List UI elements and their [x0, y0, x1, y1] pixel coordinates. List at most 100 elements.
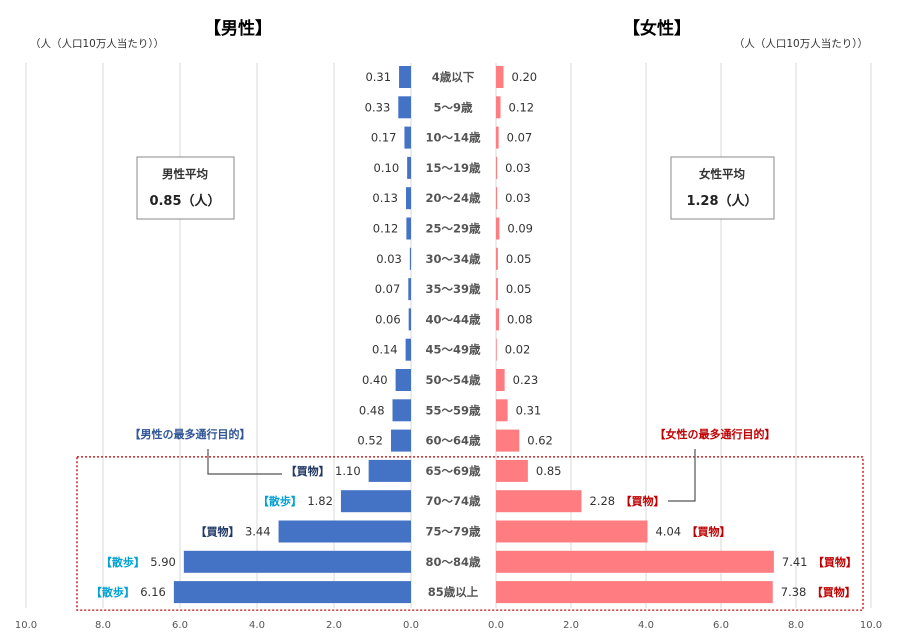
female-x-tick-label: 2.0 — [563, 620, 579, 631]
female-bar — [496, 126, 499, 149]
bars-group — [173, 66, 774, 604]
male-value-label: 1.10 — [335, 464, 361, 478]
male-bar — [408, 278, 411, 301]
male-unit-label: （人（人口10万人当たり）） — [30, 37, 164, 50]
age-category-label: 4歳以下 — [432, 70, 475, 84]
elderly-highlight-box — [76, 456, 864, 611]
male-value-label: 0.03 — [376, 252, 402, 266]
male-value-label: 0.40 — [362, 373, 388, 387]
male-value-label: 0.52 — [357, 434, 383, 448]
male-purpose-label: 【散歩】 — [91, 585, 135, 599]
male-bar — [183, 550, 411, 573]
male-x-tick-label: 2.0 — [326, 620, 342, 631]
female-value-label: 0.07 — [507, 131, 533, 145]
male-x-tick-label: 8.0 — [95, 620, 111, 631]
female-bar — [496, 217, 500, 240]
female-bar — [496, 338, 497, 361]
male-bar — [398, 96, 411, 119]
male-bar — [392, 399, 411, 422]
male-value-label: 0.33 — [365, 100, 391, 114]
male-value-label: 0.48 — [359, 403, 385, 417]
female-bar — [496, 581, 773, 604]
male-average-value: 0.85（人） — [149, 193, 220, 209]
male-value-label: 0.12 — [373, 222, 399, 236]
male-bar — [390, 429, 411, 452]
female-purpose-label: 【買物】 — [621, 494, 665, 508]
female-bar — [496, 429, 520, 452]
female-x-tick-label: 4.0 — [638, 620, 654, 631]
male-purpose-label: 【散歩】 — [101, 555, 145, 569]
female-value-label: 7.38 — [781, 585, 807, 599]
female-x-tick-label: 8.0 — [788, 620, 804, 631]
male-value-label: 5.90 — [150, 555, 176, 569]
male-bar — [406, 217, 411, 240]
female-average-value: 1.28（人） — [686, 193, 757, 209]
female-unit-label: （人（人口10万人当たり）） — [734, 37, 868, 50]
female-value-label: 0.03 — [505, 191, 531, 205]
male-bar — [399, 66, 411, 88]
female-value-label: 2.28 — [590, 494, 616, 508]
male-bar — [405, 187, 411, 210]
female-bar — [496, 308, 499, 331]
male-value-label: 0.06 — [375, 312, 401, 326]
age-category-label: 70～74歳 — [425, 494, 481, 508]
female-bar — [496, 459, 528, 482]
female-value-label: 0.31 — [516, 403, 542, 417]
female-bar — [496, 156, 498, 179]
female-average-box: 女性平均 1.28（人） — [670, 156, 775, 220]
male-value-label: 0.10 — [374, 161, 400, 175]
female-value-label: 0.05 — [506, 252, 532, 266]
female-bar — [496, 399, 508, 422]
male-bar — [408, 308, 411, 331]
female-bar — [496, 369, 505, 391]
male-value-label: 6.16 — [140, 585, 166, 599]
male-bar — [278, 520, 411, 543]
male-purpose-label: 【買物】 — [196, 525, 240, 539]
male-value-label: 0.14 — [372, 343, 398, 357]
female-value-label: 0.02 — [505, 343, 531, 357]
male-bar — [368, 459, 411, 482]
age-category-label: 5～9歳 — [433, 100, 473, 114]
female-value-label: 0.03 — [505, 161, 531, 175]
male-title: 【男性】 — [204, 18, 272, 39]
female-purpose-title: 【女性の最多通行目的】 — [655, 427, 776, 441]
male-x-tick-label: 6.0 — [172, 620, 188, 631]
female-value-label: 7.41 — [782, 555, 808, 569]
female-bar — [496, 187, 498, 210]
female-value-label: 0.08 — [507, 312, 533, 326]
age-category-label: 35～39歳 — [425, 282, 481, 296]
male-x-tick-label: 4.0 — [249, 620, 265, 631]
female-bar — [496, 247, 498, 270]
age-category-label: 75～79歳 — [425, 525, 481, 539]
male-bar — [404, 126, 411, 149]
female-value-label: 0.23 — [513, 373, 539, 387]
age-category-label: 15～19歳 — [425, 161, 481, 175]
male-value-label: 0.31 — [365, 70, 391, 84]
male-bar — [407, 156, 411, 179]
female-bar — [496, 278, 498, 301]
male-value-label: 0.07 — [375, 282, 401, 296]
male-bar — [395, 369, 411, 391]
male-value-label: 0.13 — [372, 191, 398, 205]
age-category-label: 20～24歳 — [425, 191, 481, 205]
male-average-box: 男性平均 0.85（人） — [136, 156, 235, 220]
male-value-label: 1.82 — [307, 494, 333, 508]
female-value-label: 0.62 — [527, 434, 553, 448]
male-bar — [405, 338, 411, 361]
female-average-label: 女性平均 — [699, 167, 745, 181]
female-bar — [496, 520, 648, 543]
male-bar — [340, 490, 411, 513]
female-value-label: 0.20 — [512, 70, 538, 84]
grid-lines — [25, 63, 872, 608]
female-bar — [496, 550, 774, 573]
age-category-label: 80～84歳 — [425, 555, 481, 569]
age-category-label: 30～34歳 — [425, 252, 481, 266]
female-title: 【女性】 — [623, 18, 691, 39]
female-purpose-label: 【買物】 — [812, 585, 856, 599]
female-purpose-connector — [668, 449, 696, 502]
female-value-label: 0.85 — [536, 464, 562, 478]
age-category-label: 65～69歳 — [425, 464, 481, 478]
male-value-label: 0.17 — [371, 131, 397, 145]
male-bar — [173, 581, 411, 604]
